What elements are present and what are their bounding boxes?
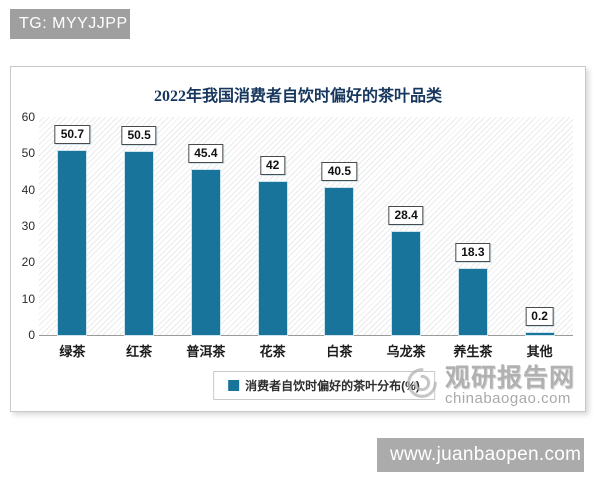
bar-series: 50.7 50.5 45.4 42 40.5 28.4 18.3 0.2 <box>39 117 573 337</box>
bar-value-label: 40.5 <box>321 161 358 181</box>
x-category-label: 其他 <box>526 344 553 359</box>
y-tick-label: 60 <box>21 110 35 124</box>
plot-area: 0 10 20 30 40 50 60 50.7 50.5 45.4 42 40.5 28.4 18.3… <box>22 110 573 342</box>
bar-column: 18.3 <box>440 117 507 337</box>
bar-column: 28.4 <box>373 117 440 337</box>
legend-swatch-icon <box>228 380 240 391</box>
bar <box>324 186 355 337</box>
bar-value-label: 50.5 <box>121 125 157 145</box>
source-url-text: www.juanbaopen.com <box>390 444 582 465</box>
y-tick-label: 50 <box>21 146 35 161</box>
bar-value-label: 28.4 <box>388 205 424 225</box>
bar-value-label: 45.4 <box>188 144 224 164</box>
telegram-watermark-text: TG: MYYJJPP <box>19 15 128 32</box>
bar <box>391 230 422 337</box>
x-category-label: 绿茶 <box>59 344 86 359</box>
bar <box>457 267 488 337</box>
bar <box>124 150 155 337</box>
y-tick-label: 30 <box>21 219 35 233</box>
bar-column: 50.7 <box>39 117 106 337</box>
x-category-label: 养生茶 <box>453 344 493 359</box>
bar-value-label: 42 <box>259 156 286 176</box>
x-category-label: 普洱茶 <box>186 344 226 359</box>
x-category-label: 白茶 <box>326 344 353 359</box>
x-axis-labels: 绿茶 红茶 普洱茶 花茶 白茶 乌龙茶 养生茶 其他 <box>39 341 573 360</box>
y-tick-label: 0 <box>28 328 35 342</box>
bar <box>57 149 88 337</box>
bar-value-label: 50.7 <box>54 124 91 144</box>
chart-card: 2022年我国消费者自饮时偏好的茶叶品类 0 10 20 30 40 50 60 50.7 5… <box>10 66 586 412</box>
watermark-text-block: 观研报告网 chinabaogao.com <box>445 365 575 407</box>
bar-column: 40.5 <box>306 117 373 337</box>
y-tick-label: 10 <box>21 291 35 306</box>
bar-column: 50.5 <box>106 117 173 337</box>
chart-title: 2022年我国消费者自饮时偏好的茶叶品类 <box>153 88 442 105</box>
telegram-watermark-badge: TG: MYYJJPP <box>10 9 130 39</box>
bar <box>524 332 555 336</box>
legend-label: 消费者自饮时偏好的茶叶分布(%) <box>245 379 420 393</box>
x-category-label: 花茶 <box>259 344 286 359</box>
y-tick-label: 20 <box>21 255 35 270</box>
bar-column: 42 <box>239 117 306 336</box>
bar-value-label: 18.3 <box>455 242 491 262</box>
y-tick-label: 40 <box>21 182 35 197</box>
bar <box>190 169 221 336</box>
watermark-site-domain: chinabaogao.com <box>444 390 571 408</box>
source-url-bar: www.juanbaopen.com <box>377 438 584 472</box>
x-category-label: 红茶 <box>126 344 153 359</box>
bar <box>257 181 288 336</box>
x-category-label: 乌龙茶 <box>386 344 426 359</box>
bar-column: 0.2 <box>506 117 573 336</box>
bar-value-label: 0.2 <box>525 307 554 326</box>
chart-legend: 消费者自饮时偏好的茶叶分布(%) <box>213 371 435 400</box>
watermark-site-name: 观研报告网 <box>444 364 575 392</box>
bar-column: 45.4 <box>173 117 240 336</box>
